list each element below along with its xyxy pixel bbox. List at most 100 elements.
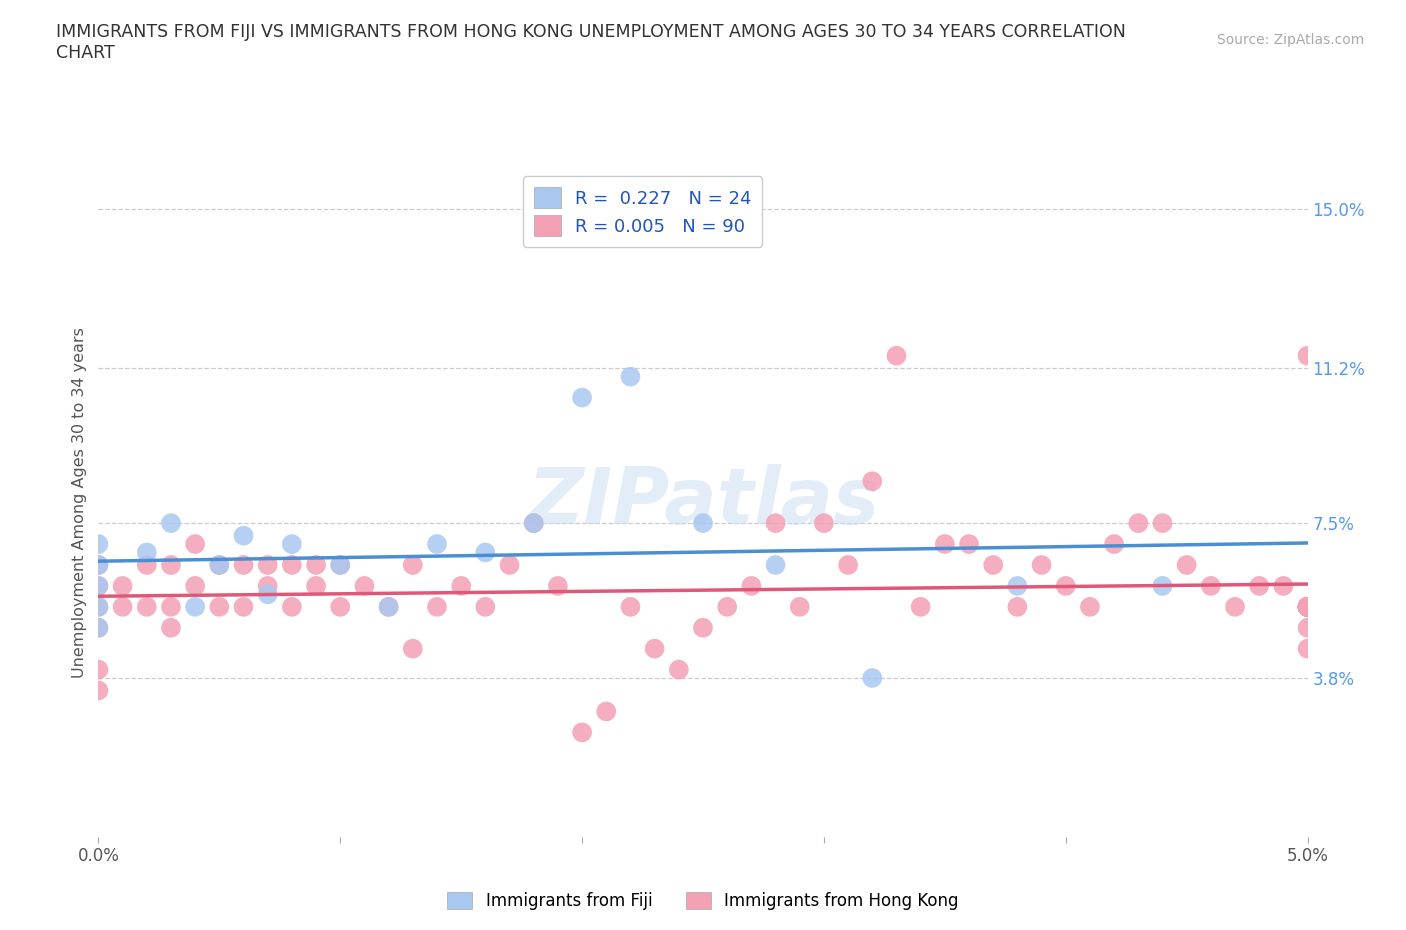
- Point: [692, 516, 714, 531]
- Point: [886, 349, 908, 364]
- Legend: Immigrants from Fiji, Immigrants from Hong Kong: Immigrants from Fiji, Immigrants from Ho…: [440, 885, 966, 917]
- Point: [377, 600, 399, 615]
- Point: [353, 578, 375, 593]
- Point: [160, 600, 183, 615]
- Point: [1175, 558, 1198, 573]
- Point: [111, 578, 134, 593]
- Point: [765, 516, 787, 531]
- Point: [160, 558, 183, 573]
- Point: [135, 600, 157, 615]
- Point: [87, 662, 110, 677]
- Point: [910, 600, 932, 615]
- Point: [474, 545, 496, 560]
- Point: [1296, 600, 1319, 615]
- Point: [789, 600, 811, 615]
- Point: [426, 537, 449, 551]
- Point: [232, 558, 254, 573]
- Point: [1296, 600, 1319, 615]
- Point: [184, 578, 207, 593]
- Point: [402, 558, 425, 573]
- Point: [1296, 600, 1319, 615]
- Point: [1249, 578, 1271, 593]
- Point: [256, 578, 278, 593]
- Point: [281, 558, 304, 573]
- Point: [837, 558, 859, 573]
- Point: [135, 558, 157, 573]
- Point: [184, 537, 207, 551]
- Point: [87, 558, 110, 573]
- Point: [111, 600, 134, 615]
- Point: [1296, 600, 1319, 615]
- Point: [523, 516, 546, 531]
- Point: [256, 587, 278, 602]
- Point: [1296, 600, 1319, 615]
- Point: [87, 558, 110, 573]
- Point: [329, 558, 352, 573]
- Text: IMMIGRANTS FROM FIJI VS IMMIGRANTS FROM HONG KONG UNEMPLOYMENT AMONG AGES 30 TO : IMMIGRANTS FROM FIJI VS IMMIGRANTS FROM …: [56, 23, 1126, 62]
- Point: [1296, 600, 1319, 615]
- Point: [450, 578, 472, 593]
- Point: [160, 620, 183, 635]
- Y-axis label: Unemployment Among Ages 30 to 34 years: Unemployment Among Ages 30 to 34 years: [72, 326, 87, 678]
- Point: [668, 662, 690, 677]
- Point: [87, 683, 110, 698]
- Point: [523, 516, 546, 531]
- Point: [329, 600, 352, 615]
- Point: [1102, 537, 1125, 551]
- Point: [1296, 600, 1319, 615]
- Point: [232, 600, 254, 615]
- Point: [135, 545, 157, 560]
- Point: [1272, 578, 1295, 593]
- Point: [1296, 600, 1319, 615]
- Point: [160, 516, 183, 531]
- Point: [208, 600, 231, 615]
- Point: [377, 600, 399, 615]
- Point: [281, 537, 304, 551]
- Point: [957, 537, 980, 551]
- Point: [981, 558, 1004, 573]
- Point: [208, 558, 231, 573]
- Point: [1199, 578, 1222, 593]
- Point: [1007, 578, 1029, 593]
- Point: [1296, 600, 1319, 615]
- Point: [1296, 600, 1319, 615]
- Point: [1296, 600, 1319, 615]
- Point: [87, 578, 110, 593]
- Point: [619, 369, 641, 384]
- Text: Source: ZipAtlas.com: Source: ZipAtlas.com: [1216, 33, 1364, 46]
- Point: [329, 558, 352, 573]
- Point: [87, 600, 110, 615]
- Point: [1296, 600, 1319, 615]
- Point: [1296, 600, 1319, 615]
- Point: [860, 671, 883, 685]
- Point: [281, 600, 304, 615]
- Point: [1296, 620, 1319, 635]
- Point: [305, 558, 328, 573]
- Point: [595, 704, 617, 719]
- Point: [1007, 600, 1029, 615]
- Point: [87, 578, 110, 593]
- Point: [474, 600, 496, 615]
- Point: [256, 558, 278, 573]
- Point: [1031, 558, 1053, 573]
- Point: [1296, 600, 1319, 615]
- Point: [1296, 600, 1319, 615]
- Point: [740, 578, 762, 593]
- Point: [426, 600, 449, 615]
- Point: [692, 620, 714, 635]
- Point: [547, 578, 569, 593]
- Point: [1078, 600, 1101, 615]
- Point: [208, 558, 231, 573]
- Point: [571, 391, 593, 405]
- Point: [232, 528, 254, 543]
- Point: [1128, 516, 1150, 531]
- Point: [716, 600, 738, 615]
- Point: [1296, 349, 1319, 364]
- Point: [1296, 600, 1319, 615]
- Point: [87, 600, 110, 615]
- Point: [619, 600, 641, 615]
- Point: [1296, 642, 1319, 657]
- Point: [184, 600, 207, 615]
- Point: [87, 537, 110, 551]
- Point: [498, 558, 520, 573]
